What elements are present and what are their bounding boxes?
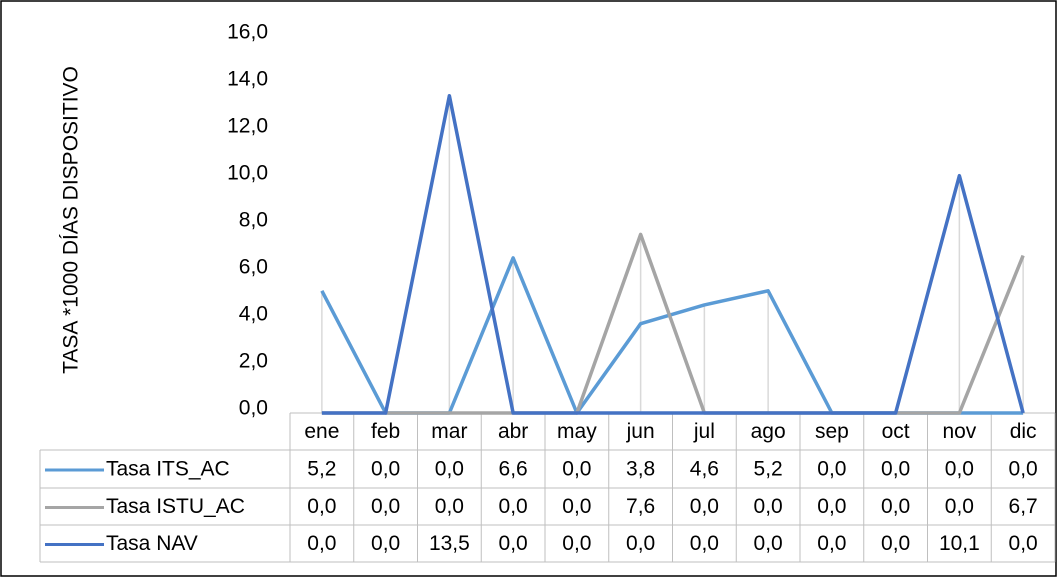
table-cell: 0,0 [435,495,464,518]
legend-label: Tasa NAV [106,532,198,555]
table-cell: 0,0 [371,495,400,518]
table-cell: 3,8 [626,458,655,481]
x-tick-label: mar [431,420,467,443]
table-cell: 0,0 [562,532,591,555]
x-tick-label: ago [751,420,786,443]
y-tick-label: 6,0 [239,256,268,279]
table-cell: 0,0 [371,458,400,481]
y-tick-label: 8,0 [239,209,268,232]
table-cell: 0,0 [562,495,591,518]
table-cell: 5,2 [754,458,783,481]
series-line [321,94,1025,415]
table-cell: 0,0 [945,458,974,481]
table-cell: 0,0 [690,495,719,518]
y-tick-label: 16,0 [227,21,268,44]
table-cell: 0,0 [817,495,846,518]
table-cell: 13,5 [429,532,470,555]
x-tick-label: nov [942,420,976,443]
table-cell: 0,0 [626,532,655,555]
table-cell: 0,0 [881,495,910,518]
x-tick-label: feb [371,420,400,443]
table-cell: 0,0 [945,495,974,518]
x-tick-label: sep [815,420,849,443]
table-cell: 0,0 [562,458,591,481]
y-tick-label: 2,0 [239,350,268,373]
table-cell: 7,6 [626,495,655,518]
table-cell: 0,0 [881,532,910,555]
y-axis-title: TASA *1000 DÍAS DISPOSITIVO [60,66,83,374]
table-cell: 0,0 [690,532,719,555]
table-cell: 0,0 [817,532,846,555]
x-tick-label: dic [1010,420,1037,443]
y-tick-label: 4,0 [239,303,268,326]
x-tick-label: ene [304,420,339,443]
table-cell: 6,7 [1009,495,1038,518]
table-cell: 0,0 [499,495,528,518]
x-tick-label: oct [882,420,910,443]
legend-label: Tasa ISTU_AC [106,495,245,518]
x-tick-label: jun [626,420,655,443]
table-cell: 6,6 [499,458,528,481]
table-cell: 0,0 [307,495,336,518]
legend-label: Tasa ITS_AC [106,458,230,481]
table-cell: 0,0 [754,495,783,518]
table-cell: 0,0 [817,458,846,481]
x-tick-label: may [557,420,597,443]
y-tick-label: 14,0 [227,68,268,91]
table-cell: 0,0 [1009,532,1038,555]
x-tick-label: abr [498,420,528,443]
y-tick-label: 12,0 [227,115,268,138]
table-cell: 0,0 [754,532,783,555]
table-cell: 0,0 [435,458,464,481]
table-cell: 5,2 [307,458,336,481]
series-line [321,232,1025,415]
y-tick-label: 0,0 [239,397,268,420]
y-tick-label: 10,0 [227,162,268,185]
table-cell: 0,0 [499,532,528,555]
x-tick-label: jul [693,420,715,443]
table-cell: 0,0 [1009,458,1038,481]
table-cell: 0,0 [371,532,400,555]
table-cell: 10,1 [939,532,980,555]
table-cell: 0,0 [307,532,336,555]
table-cell: 4,6 [690,458,719,481]
table-cell: 0,0 [881,458,910,481]
